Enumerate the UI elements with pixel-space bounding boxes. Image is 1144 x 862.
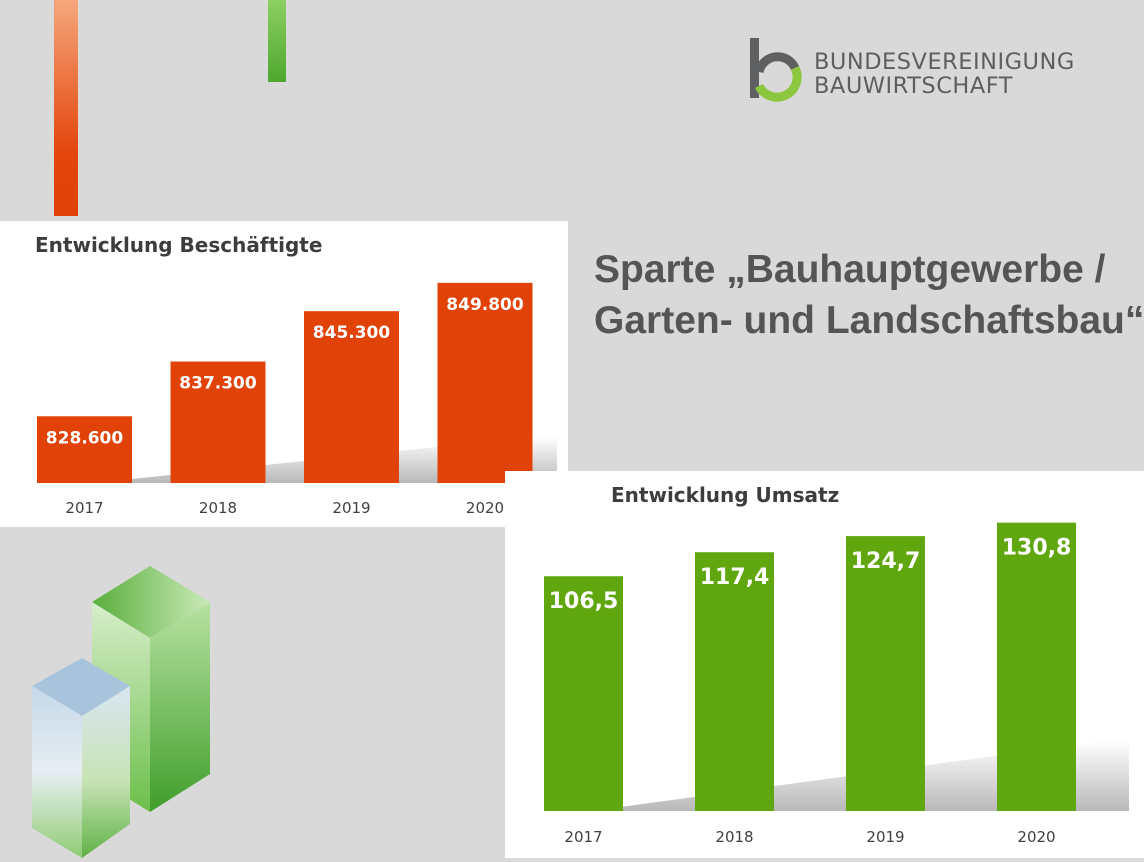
x-tick-label: 2018 xyxy=(715,828,753,846)
headline-line-2: Garten- und Landschaftsbau“ xyxy=(594,299,1144,342)
page-headline: Sparte „Bauhauptgewerbe / Garten- und La… xyxy=(594,244,1144,346)
x-tick-label: 2017 xyxy=(564,828,602,846)
chart-title: Entwicklung Beschäftigte xyxy=(35,233,323,257)
data-label: 124,7 xyxy=(851,549,921,574)
x-tick-label: 2019 xyxy=(332,499,370,517)
logo-wordmark: BUNDESVEREINIGUNG BAUWIRTSCHAFT xyxy=(814,50,1075,98)
bar-2018 xyxy=(170,361,266,483)
bar-2020 xyxy=(437,282,533,483)
orange-decor-stripe xyxy=(54,0,78,216)
bar-2018 xyxy=(695,552,774,811)
chart-title: Entwicklung Umsatz xyxy=(611,483,840,507)
revenue-bar-chart: 106,5 2017 117,4 2018 124,7 2019 130,8 2020 xyxy=(544,522,1129,846)
x-tick-label: 2019 xyxy=(866,828,904,846)
x-tick-label: 2020 xyxy=(1017,828,1055,846)
bar-2020 xyxy=(997,522,1076,811)
data-label: 837.300 xyxy=(179,374,257,394)
headline-line-1: Sparte „Bauhauptgewerbe / xyxy=(594,248,1106,291)
data-label: 828.600 xyxy=(46,428,124,448)
bundesvereinigung-logo: BUNDESVEREINIGUNG BAUWIRTSCHAFT xyxy=(748,36,1108,102)
data-label: 106,5 xyxy=(549,589,619,614)
x-tick-label: 2018 xyxy=(199,499,237,517)
data-label: 845.300 xyxy=(313,323,391,343)
bar-2017 xyxy=(544,576,623,811)
logo-b-mark-icon xyxy=(750,38,802,102)
data-label: 117,4 xyxy=(700,565,770,590)
bar-2019 xyxy=(846,536,925,811)
revenue-chart-panel: Entwicklung Umsatz 106,5 2017 117,4 2018 124… xyxy=(505,471,1144,858)
bar-2017 xyxy=(37,416,132,483)
x-tick-label: 2017 xyxy=(65,499,103,517)
data-label: 849.800 xyxy=(446,295,524,315)
data-label: 130,8 xyxy=(1002,536,1072,561)
x-tick-label: 2020 xyxy=(466,499,504,517)
green-decor-stripe xyxy=(268,0,286,82)
bar-2019 xyxy=(304,311,399,483)
blue-block xyxy=(32,658,130,858)
employees-chart-panel: Entwicklung Beschäftigte 828.600 2017 837.… xyxy=(0,221,568,527)
logo-line-1: BUNDESVEREINIGUNG xyxy=(814,49,1075,75)
employees-bar-chart: 828.600 2017 837.300 2018 845.300 2019 849.800… xyxy=(37,282,557,517)
logo-line-2: BAUWIRTSCHAFT xyxy=(814,73,1014,99)
building-blocks-illustration xyxy=(32,566,210,858)
